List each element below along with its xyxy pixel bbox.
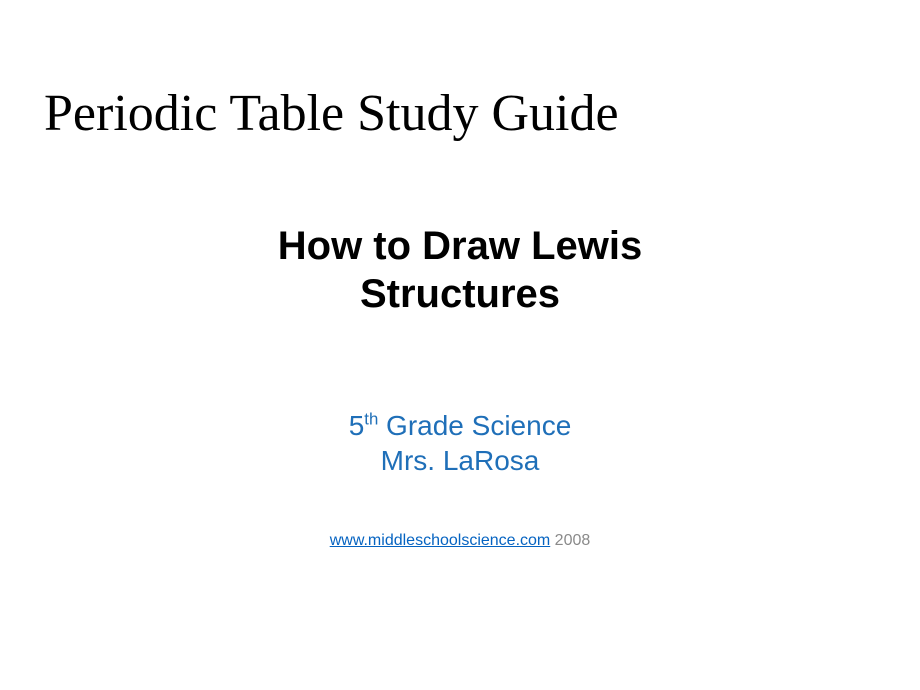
subtitle: How to Draw Lewis Structures	[0, 222, 920, 318]
grade-number: 5	[349, 410, 365, 441]
subtitle-line-1: How to Draw Lewis	[278, 224, 643, 268]
grade-label: Grade Science	[378, 410, 571, 441]
year-text: 2008	[550, 532, 590, 549]
grade-info: 5th Grade Science Mrs. LaRosa	[0, 408, 920, 478]
subtitle-line-2: Structures	[360, 272, 560, 316]
source-link[interactable]: www.middleschoolscience.com	[330, 532, 551, 549]
footer-line: www.middleschoolscience.com 2008	[0, 532, 920, 550]
grade-ordinal: th	[364, 410, 378, 429]
main-title: Periodic Table Study Guide	[44, 84, 619, 143]
teacher-name: Mrs. LaRosa	[381, 445, 540, 476]
